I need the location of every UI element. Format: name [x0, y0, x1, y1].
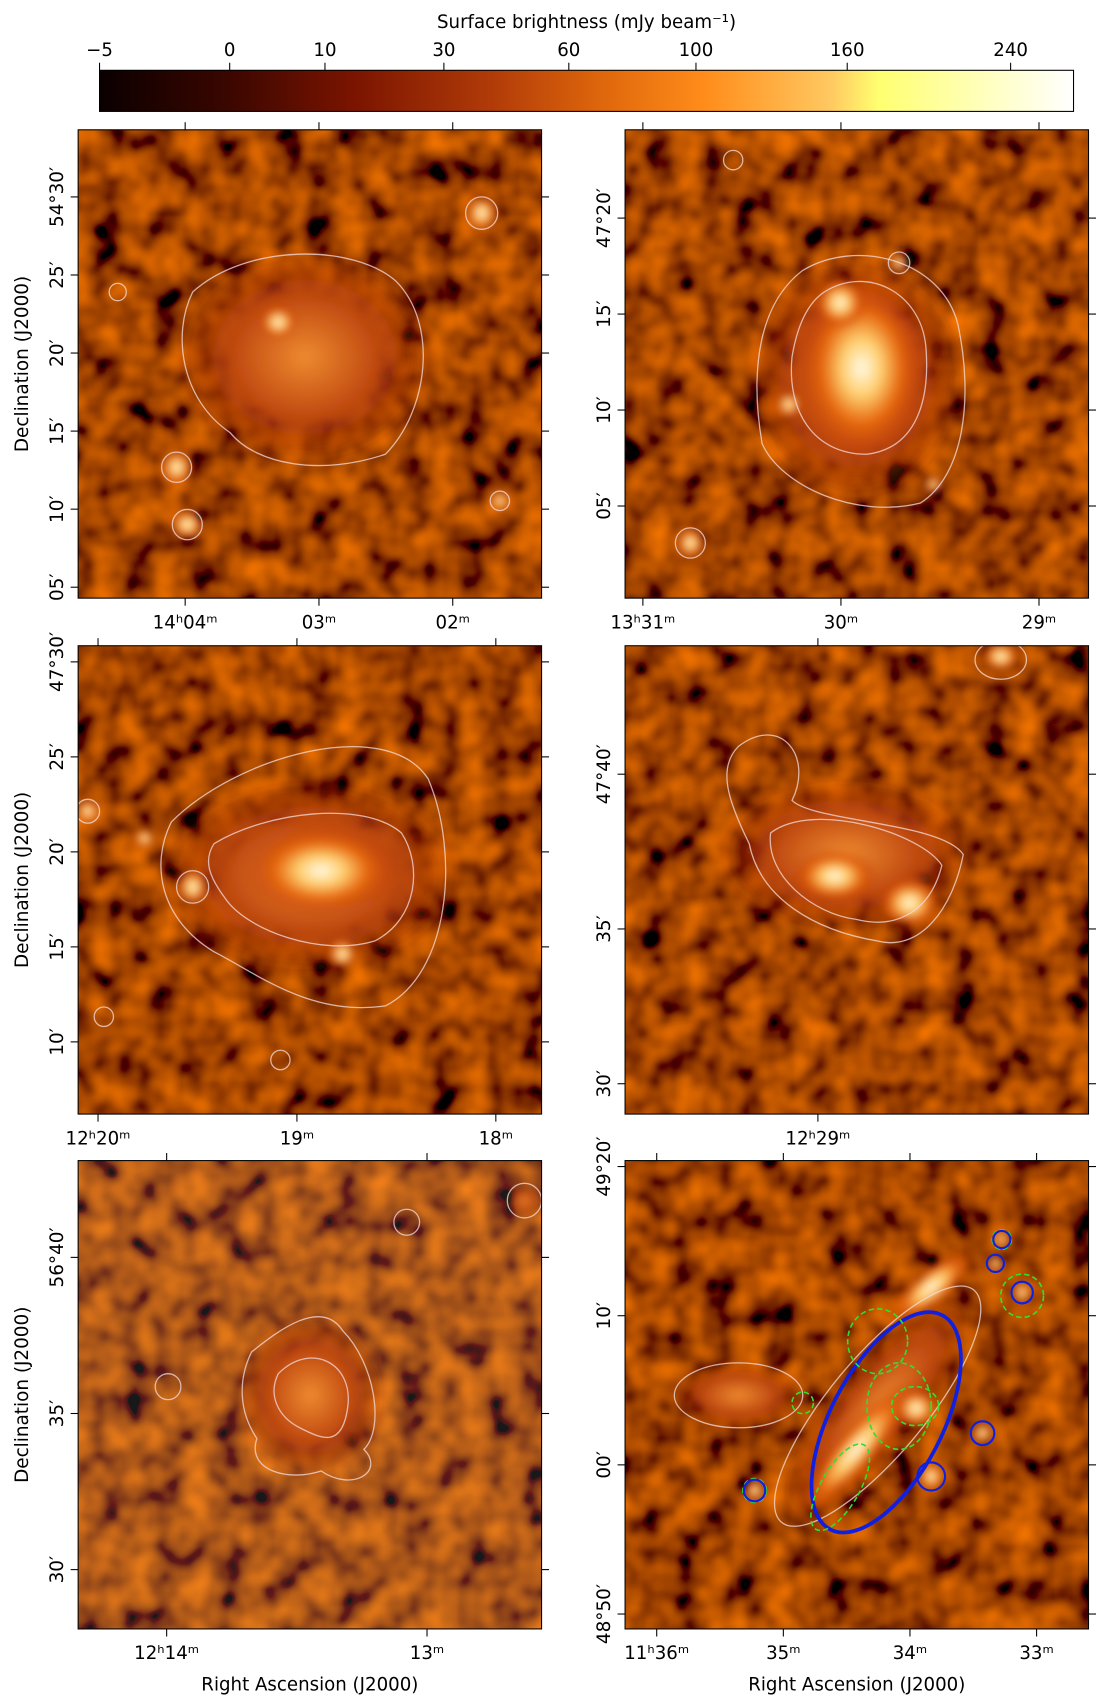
x-tick-label: 12ʰ20ᵐ — [66, 1128, 131, 1149]
x-tick-label: 03ᵐ — [302, 612, 336, 633]
x-tick-label: 30ᵐ — [824, 612, 858, 633]
axes-frame — [77, 129, 543, 599]
y-tick-label: 54°30′ — [47, 167, 68, 227]
y-tick-label: 10′ — [47, 1028, 68, 1056]
y-tick-label: 20′ — [47, 838, 68, 866]
axes-frame — [624, 129, 1090, 599]
y-axis-label: Declination (J2000) — [12, 1307, 33, 1483]
x-tick-label: 18ᵐ — [479, 1128, 513, 1149]
y-tick-label: 15′ — [47, 933, 68, 961]
x-tick-label: 33ᵐ — [1019, 1643, 1053, 1664]
tick-label: 240 — [993, 40, 1028, 61]
radio-image — [625, 1160, 1089, 1629]
tick-label: 10 — [313, 40, 336, 61]
y-tick-label: 48°50′ — [594, 1584, 615, 1644]
y-tick-label: 47°30′ — [47, 632, 68, 692]
y-tick-label: 15′ — [594, 300, 615, 328]
y-axis-label: Declination (J2000) — [12, 792, 33, 968]
tick-label: 60 — [557, 40, 580, 61]
radio-image — [78, 645, 542, 1115]
x-tick-label: 34ᵐ — [893, 1643, 927, 1664]
radio-image — [78, 1160, 542, 1629]
tick-label: 0 — [224, 40, 236, 61]
axes-frame — [624, 1160, 1090, 1630]
y-tick-label: 47°20′ — [594, 188, 615, 248]
colorbar — [99, 69, 1075, 112]
y-tick-label: 00′ — [594, 1451, 615, 1479]
y-axis-label: Declination (J2000) — [12, 276, 33, 452]
tick-label: −5 — [86, 40, 113, 61]
y-tick-label: 35′ — [594, 915, 615, 943]
y-tick-label: 20′ — [47, 339, 68, 367]
x-axis-label: Right Ascension (J2000) — [201, 1675, 418, 1696]
y-tick-label: 49°20′ — [594, 1136, 615, 1196]
x-tick-label: 11ʰ36ᵐ — [624, 1643, 689, 1664]
x-tick-label: 35ᵐ — [766, 1643, 800, 1664]
x-tick-label: 14ʰ04ᵐ — [153, 612, 218, 633]
y-tick-label: 56°40′ — [47, 1227, 68, 1287]
y-tick-label: 15′ — [47, 417, 68, 445]
y-tick-label: 10′ — [594, 1302, 615, 1330]
tick-label: 30 — [432, 40, 455, 61]
x-axis-label: Right Ascension (J2000) — [748, 1675, 965, 1696]
radio-image — [625, 129, 1089, 599]
x-tick-label: 12ʰ14ᵐ — [134, 1643, 199, 1664]
x-tick-label: 13ʰ31ᵐ — [610, 612, 675, 633]
axes-frame — [624, 645, 1090, 1115]
x-tick-label: 19ᵐ — [280, 1128, 314, 1149]
y-tick-label: 30′ — [47, 1556, 68, 1584]
tick-label: 160 — [830, 40, 865, 61]
y-tick-label: 25′ — [47, 261, 68, 289]
y-tick-label: 30′ — [594, 1070, 615, 1098]
tick-label: 100 — [679, 40, 714, 61]
x-tick-label: 12ʰ29ᵐ — [785, 1128, 850, 1149]
colorbar-title: Surface brightness (mJy beam⁻¹) — [437, 12, 736, 33]
y-tick-label: 25′ — [47, 743, 68, 771]
x-tick-label: 13ᵐ — [410, 1643, 444, 1664]
y-tick-label: 35′ — [47, 1400, 68, 1428]
y-tick-label: 10′ — [594, 396, 615, 424]
radio-image — [78, 129, 542, 599]
y-tick-label: 10′ — [47, 495, 68, 523]
y-tick-label: 47°40′ — [594, 744, 615, 804]
radio-image — [625, 645, 1089, 1115]
y-tick-label: 05′ — [594, 492, 615, 520]
axes-frame — [77, 1160, 543, 1630]
x-tick-label: 29ᵐ — [1022, 612, 1056, 633]
axes-frame — [77, 645, 543, 1115]
x-tick-label: 02ᵐ — [436, 612, 470, 633]
y-tick-label: 05′ — [47, 573, 68, 601]
